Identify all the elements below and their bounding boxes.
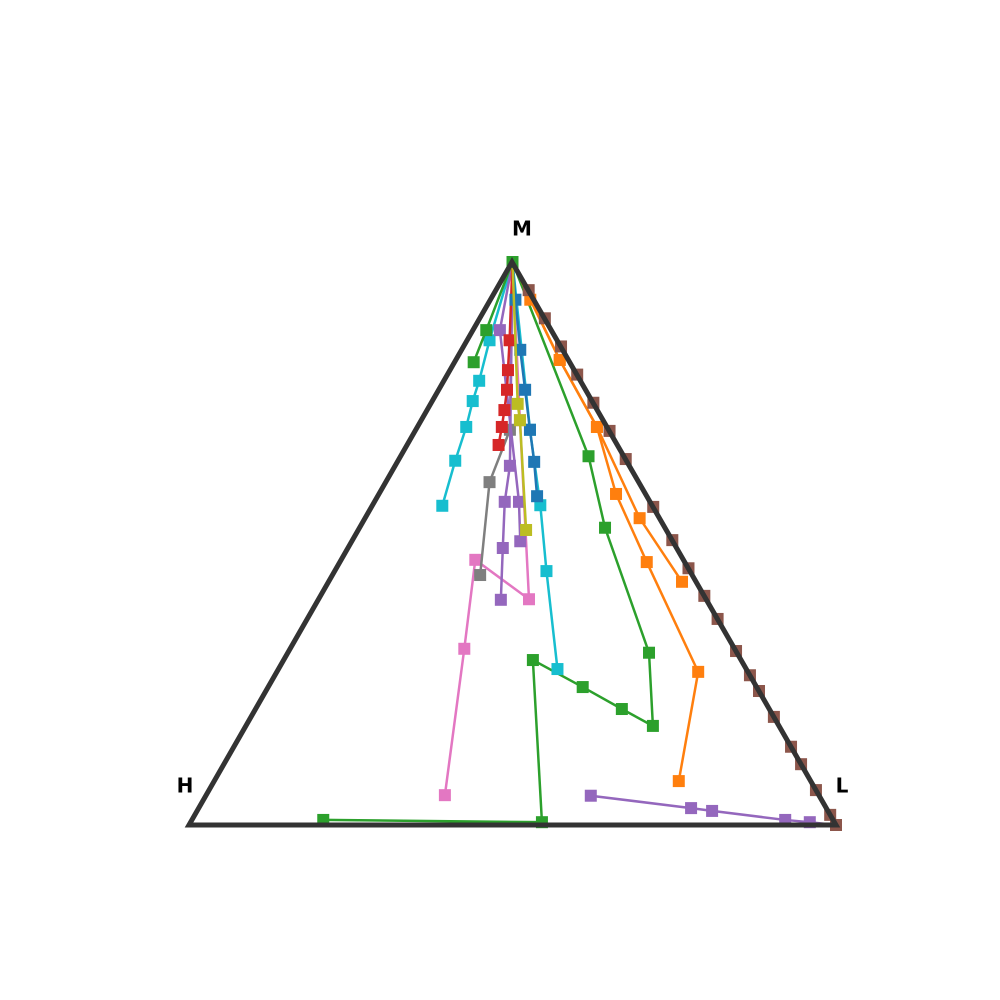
point — [449, 454, 462, 467]
point — [513, 414, 526, 427]
point — [640, 556, 653, 569]
point — [473, 374, 486, 387]
point — [531, 490, 544, 503]
trajectory — [472, 261, 514, 363]
corner-label: L — [836, 774, 849, 798]
point — [599, 521, 612, 534]
point — [469, 553, 482, 566]
point — [520, 523, 533, 536]
point — [483, 334, 496, 347]
point — [584, 789, 597, 802]
point — [523, 423, 536, 436]
corner-label: M — [512, 217, 532, 241]
point — [582, 450, 595, 463]
point — [495, 420, 508, 433]
point — [528, 455, 541, 468]
point — [458, 642, 471, 655]
point — [503, 459, 516, 472]
point — [509, 293, 522, 306]
point — [480, 324, 493, 337]
point — [534, 499, 547, 512]
point — [496, 542, 509, 555]
point — [692, 665, 705, 678]
triangle-frame — [184, 256, 841, 828]
point — [460, 420, 473, 433]
point — [610, 487, 623, 500]
point — [646, 719, 659, 732]
point — [706, 804, 719, 817]
point — [511, 397, 524, 410]
point — [672, 775, 685, 788]
point — [436, 499, 449, 512]
point — [493, 324, 506, 337]
point — [503, 334, 516, 347]
point — [590, 420, 603, 433]
trajectory — [511, 261, 700, 782]
point — [483, 476, 496, 489]
point — [466, 395, 479, 408]
point — [643, 646, 656, 659]
point — [522, 593, 535, 606]
point — [494, 593, 507, 606]
point — [676, 575, 689, 588]
point — [551, 663, 564, 676]
point — [519, 383, 532, 396]
point — [501, 383, 514, 396]
point — [576, 681, 589, 694]
point — [498, 495, 511, 508]
trajectory — [323, 261, 655, 824]
point — [514, 343, 527, 356]
point — [512, 495, 525, 508]
corner-label: H — [177, 774, 194, 798]
point — [526, 654, 539, 667]
point — [501, 364, 514, 377]
point — [553, 353, 566, 366]
point — [633, 512, 646, 525]
point — [467, 356, 480, 369]
point — [514, 535, 527, 548]
point — [540, 565, 553, 578]
point — [685, 802, 698, 815]
point — [498, 404, 511, 417]
point — [474, 569, 487, 582]
point — [438, 789, 451, 802]
trajectory — [511, 261, 528, 531]
point — [615, 703, 628, 716]
point — [492, 438, 505, 451]
